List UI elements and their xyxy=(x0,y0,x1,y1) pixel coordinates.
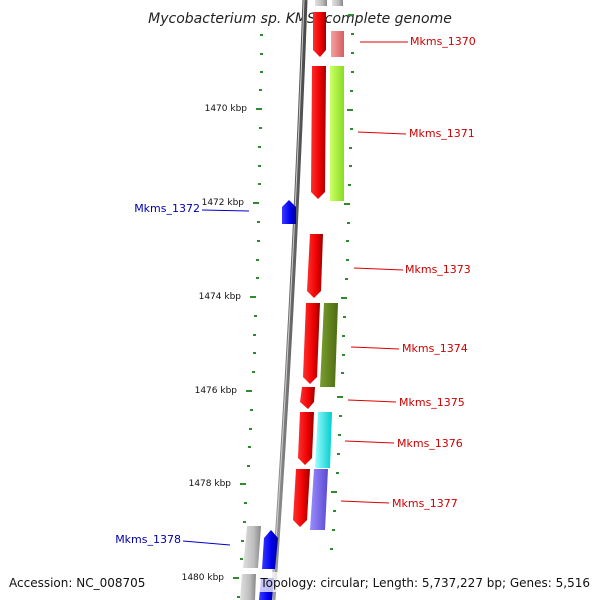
ruler-label-1476: 1476 kbp xyxy=(195,386,238,396)
cog-box-mkms-1370[interactable] xyxy=(331,31,344,57)
cog-box-mkms-1378[interactable] xyxy=(243,526,261,568)
genome-backbone-highlight xyxy=(271,0,305,600)
gene-leader-mkms-1375 xyxy=(347,399,397,403)
accession-text: Accession: NC_008705 xyxy=(9,576,145,590)
gene-arrow-mkms-1373[interactable] xyxy=(307,234,323,298)
gene-arrow-mkms-1374[interactable] xyxy=(303,303,320,384)
gene-leader-mkms-1378 xyxy=(182,540,231,546)
ruler-ticks-right xyxy=(330,14,354,550)
ruler-label-1470: 1470 kbp xyxy=(205,104,248,114)
gene-arrow-mkms-1375[interactable] xyxy=(300,387,315,409)
gene-label-mkms-1375[interactable]: Mkms_1375 xyxy=(399,396,465,409)
gene-label-mkms-1371[interactable]: Mkms_1371 xyxy=(409,127,475,140)
gene-arrow-mkms-1377[interactable] xyxy=(293,469,310,527)
gene-label-mkms-1378[interactable]: Mkms_1378 xyxy=(115,533,181,546)
gene-label-mkms-1377[interactable]: Mkms_1377 xyxy=(392,497,458,510)
ruler-label-1480: 1480 kbp xyxy=(182,573,225,583)
cog-box-mkms-1377[interactable] xyxy=(310,469,328,530)
gene-leader-mkms-1374 xyxy=(350,346,400,350)
gene-stub-bottom-grey[interactable] xyxy=(240,574,256,600)
ruler-ticks-left xyxy=(233,34,263,598)
ruler-label-1474: 1474 kbp xyxy=(199,292,242,302)
gene-arrow-mkms-1378[interactable] xyxy=(262,530,278,569)
gene-label-mkms-1376[interactable]: Mkms_1376 xyxy=(397,437,463,450)
gene-arrow-mkms-1370[interactable] xyxy=(313,12,326,57)
gene-arrow-mkms-1371[interactable] xyxy=(311,66,326,199)
gene-leader-mkms-1376 xyxy=(344,440,395,444)
map-title: Mycobacterium sp. KMS, complete genome xyxy=(148,11,452,27)
gene-label-mkms-1373[interactable]: Mkms_1373 xyxy=(405,263,471,276)
gene-label-mkms-1374[interactable]: Mkms_1374 xyxy=(402,342,468,355)
gene-leader-mkms-1371 xyxy=(357,131,407,135)
ruler-label-1472: 1472 kbp xyxy=(202,198,245,208)
ruler-label-1478: 1478 kbp xyxy=(189,479,232,489)
gene-label-mkms-1370[interactable]: Mkms_1370 xyxy=(410,35,476,48)
gene-label-mkms-1372[interactable]: Mkms_1372 xyxy=(134,202,200,215)
cog-box-mkms-1374[interactable] xyxy=(320,303,338,387)
gene-arrow-mkms-1372[interactable] xyxy=(282,200,296,224)
footer-background xyxy=(256,572,600,592)
genome-summary-text: Topology: circular; Length: 5,737,227 bp… xyxy=(259,576,590,590)
gene-stub-top-grey[interactable] xyxy=(315,0,327,6)
gene-arrow-mkms-1376[interactable] xyxy=(298,412,314,465)
cog-box-mkms-1371[interactable] xyxy=(330,66,344,201)
genome-backbone xyxy=(270,0,308,600)
gene-leader-mkms-1373 xyxy=(353,267,404,271)
gene-stub-top-grey-cog[interactable] xyxy=(332,0,343,6)
gene-leader-mkms-1372 xyxy=(201,209,250,212)
cog-box-mkms-1376[interactable] xyxy=(315,412,332,468)
gene-leader-mkms-1377 xyxy=(340,500,390,504)
